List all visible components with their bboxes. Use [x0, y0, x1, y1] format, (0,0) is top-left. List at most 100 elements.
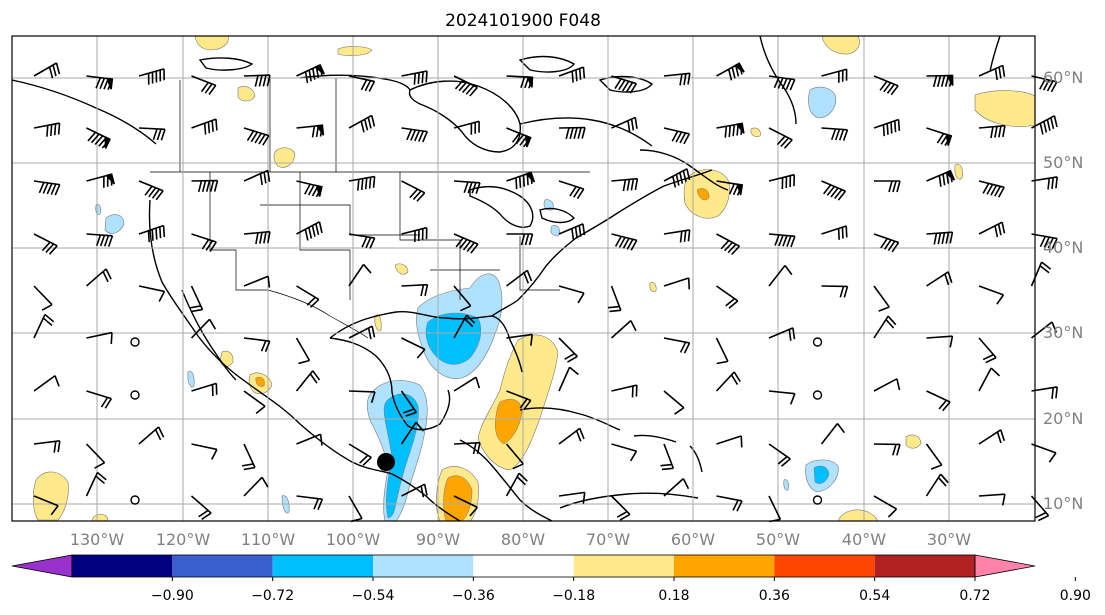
- latitude-labels: 60°N 50°N 40°N 30°N 20°N 10°N: [1043, 68, 1083, 513]
- colorbar-tick-label: 0.36: [759, 588, 790, 604]
- wind-barb: [1031, 75, 1058, 93]
- political-borders: [150, 78, 590, 339]
- wind-barb: [191, 179, 219, 193]
- lat-label: 20°N: [1043, 409, 1083, 428]
- wind-barb: [295, 370, 321, 392]
- wind-barb: [610, 320, 637, 339]
- wind-barb: [86, 390, 113, 409]
- wind-barb: [401, 283, 429, 297]
- wind-barb: [978, 493, 1006, 506]
- wind-barb: [348, 263, 372, 287]
- colorbar-segment: [573, 555, 674, 577]
- wind-barb: [296, 180, 323, 198]
- lon-label: 40°W: [842, 530, 886, 549]
- wind-barb: [348, 443, 372, 466]
- wind-barb: [138, 285, 166, 302]
- colorbar-segment: [674, 555, 775, 577]
- wind-barb: [506, 171, 536, 190]
- wind-barb: [138, 224, 166, 243]
- wind-barb: [401, 337, 426, 359]
- wind-barb: [348, 233, 376, 249]
- colorbar-tick-label: 0.72: [959, 588, 990, 604]
- wind-barb: [978, 124, 1006, 139]
- wind-barb: [821, 180, 847, 201]
- wind-barb: [611, 177, 639, 192]
- wind-barb: [506, 390, 532, 410]
- wind-barb: [243, 476, 269, 497]
- wind-barb: [86, 127, 111, 149]
- wind-barb: [716, 495, 743, 512]
- wind-barb: [873, 315, 897, 339]
- colorbar-tick-label: −0.90: [151, 588, 194, 604]
- wind-barb: [558, 491, 586, 504]
- wind-barb: [558, 126, 586, 140]
- map-title: 2024101900 F048: [445, 11, 601, 31]
- wind-barb: [348, 325, 376, 340]
- wind-barb: [663, 72, 691, 86]
- wind-barb: [611, 75, 638, 94]
- colorbar-tick-label: −0.36: [452, 588, 495, 604]
- wind-barb: [33, 313, 55, 339]
- colorbar-tick-label: 0.90: [1060, 588, 1091, 604]
- wind-barb: [820, 423, 845, 445]
- wind-barb: [130, 495, 140, 505]
- lat-label: 40°N: [1043, 238, 1083, 257]
- lat-label: 10°N: [1043, 494, 1083, 513]
- wind-barb: [558, 366, 579, 392]
- wind-barb: [295, 337, 311, 365]
- wind-barb: [453, 441, 481, 455]
- colorbar-segment: [72, 555, 173, 577]
- wind-barb: [33, 233, 58, 255]
- wind-barb: [400, 421, 425, 445]
- wind-barb: [243, 74, 271, 87]
- wind-barb: [191, 233, 217, 253]
- colorbar: [11, 554, 1036, 578]
- lat-label: 60°N: [1043, 68, 1083, 87]
- wind-barb: [138, 68, 165, 85]
- wind-barb: [873, 118, 901, 137]
- colorbar-segment: [774, 555, 875, 577]
- wind-barb: [1030, 261, 1052, 287]
- wind-barb: [873, 443, 901, 456]
- wind-barb: [348, 114, 376, 133]
- wind-barb: [926, 271, 953, 287]
- wind-barb: [401, 127, 428, 143]
- wind-barb: [33, 62, 61, 79]
- colorbar-segment: [473, 555, 574, 577]
- wind-barb: [401, 483, 428, 498]
- wind-barb: [243, 169, 271, 186]
- wind-barb: [33, 440, 61, 453]
- wind-barb: [978, 180, 1005, 198]
- wind-barb: [660, 443, 675, 471]
- wind-barb: [925, 473, 949, 497]
- colorbar-extend-low: [11, 554, 73, 578]
- wind-barb: [812, 390, 823, 400]
- wind-barb: [663, 390, 685, 415]
- colorbar-tick-label: 0.18: [658, 588, 689, 604]
- wind-barb: [768, 327, 796, 341]
- wind-barb: [348, 75, 376, 92]
- wind-barb: [243, 275, 271, 288]
- wind-barb: [33, 122, 61, 137]
- wind-barb: [611, 233, 638, 251]
- wind-barb: [558, 427, 585, 445]
- wind-barb: [558, 337, 578, 363]
- black-dot-marker: [377, 453, 395, 471]
- wind-barb: [768, 127, 793, 149]
- wind-barb: [1031, 176, 1058, 190]
- wind-barb: [505, 443, 524, 470]
- wind-barb: [716, 285, 739, 309]
- wind-barb: [558, 223, 586, 240]
- wind-barb: [663, 168, 691, 188]
- wind-barb: [768, 233, 796, 248]
- lon-label: 110°W: [241, 530, 296, 549]
- wind-barb: [1030, 495, 1050, 522]
- wind-barb: [296, 124, 325, 138]
- wind-barb: [716, 233, 741, 256]
- wind-barb: [874, 180, 901, 193]
- wind-barb: [453, 314, 476, 339]
- wind-barb: [716, 62, 745, 81]
- wind-barb: [978, 367, 1001, 392]
- wind-barb: [33, 375, 60, 392]
- wind-barb: [138, 127, 166, 141]
